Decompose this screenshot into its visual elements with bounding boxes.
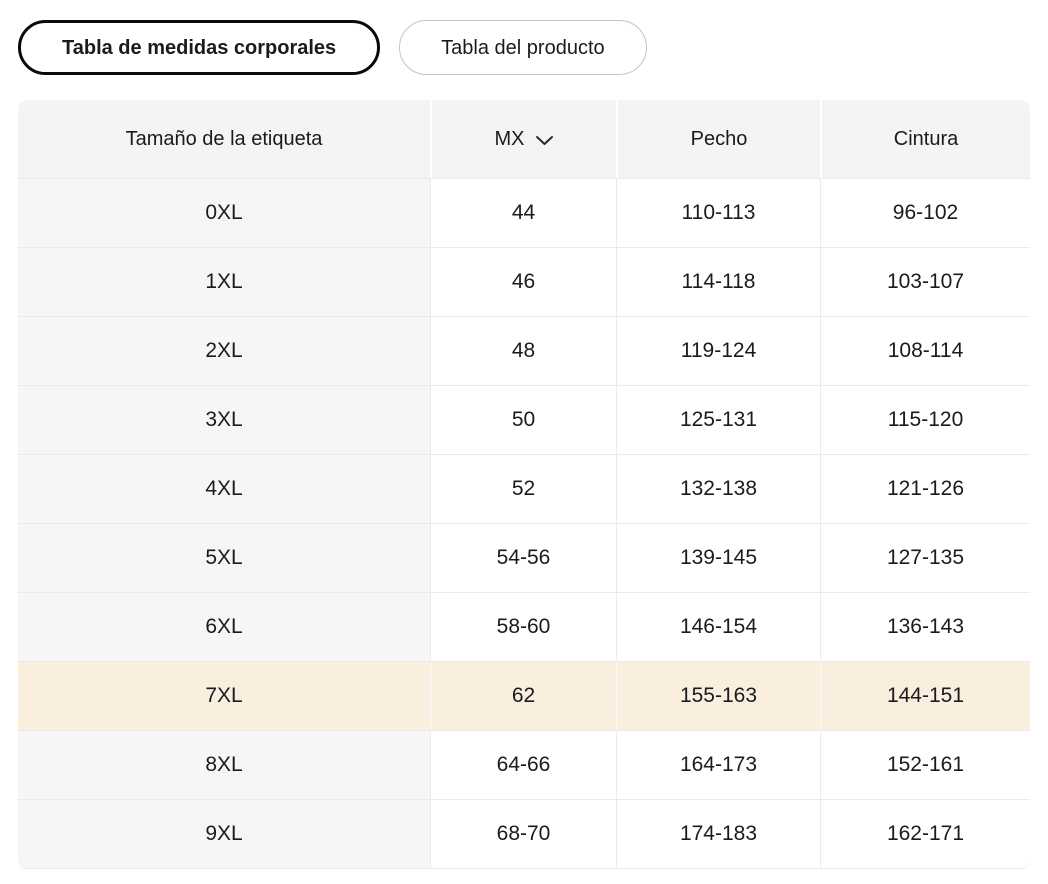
size-label-cell: 0XL <box>18 179 430 247</box>
table-row-2xl: 2XL 48 119-124 108-114 <box>18 316 1030 385</box>
size-label-cell: 9XL <box>18 800 430 868</box>
cintura-cell: 144-151 <box>820 662 1030 730</box>
table-row-4xl: 4XL 52 132-138 121-126 <box>18 454 1030 523</box>
size-label-cell: 7XL <box>18 662 430 730</box>
cintura-cell: 162-171 <box>820 800 1030 868</box>
mx-cell: 46 <box>430 248 616 316</box>
pecho-cell: 114-118 <box>616 248 820 316</box>
cintura-cell: 121-126 <box>820 455 1030 523</box>
size-label-cell: 5XL <box>18 524 430 592</box>
size-label-cell: 8XL <box>18 731 430 799</box>
cintura-cell: 136-143 <box>820 593 1030 661</box>
cintura-cell: 96-102 <box>820 179 1030 247</box>
size-chart-tabs: Tabla de medidas corporales Tabla del pr… <box>18 20 647 75</box>
size-table: Tamaño de la etiqueta MX Pecho Cintura 0… <box>18 100 1030 869</box>
table-row-6xl: 6XL 58-60 146-154 136-143 <box>18 592 1030 661</box>
pecho-cell: 110-113 <box>616 179 820 247</box>
table-row-1xl: 1XL 46 114-118 103-107 <box>18 247 1030 316</box>
mx-cell: 44 <box>430 179 616 247</box>
size-label-cell: 3XL <box>18 386 430 454</box>
size-label-cell: 2XL <box>18 317 430 385</box>
pecho-cell: 119-124 <box>616 317 820 385</box>
table-row-0xl: 0XL 44 110-113 96-102 <box>18 178 1030 247</box>
pecho-cell: 132-138 <box>616 455 820 523</box>
mx-cell: 50 <box>430 386 616 454</box>
pecho-cell: 125-131 <box>616 386 820 454</box>
column-header-size-label: Tamaño de la etiqueta <box>18 100 430 178</box>
pecho-cell: 174-183 <box>616 800 820 868</box>
mx-cell: 58-60 <box>430 593 616 661</box>
pecho-cell: 164-173 <box>616 731 820 799</box>
tab-product-measurements[interactable]: Tabla del producto <box>399 20 647 75</box>
table-header-row: Tamaño de la etiqueta MX Pecho Cintura <box>18 100 1030 178</box>
size-label-cell: 4XL <box>18 455 430 523</box>
cintura-cell: 108-114 <box>820 317 1030 385</box>
size-label-cell: 1XL <box>18 248 430 316</box>
pecho-cell: 139-145 <box>616 524 820 592</box>
unit-selector[interactable]: MX <box>430 100 616 178</box>
unit-selector-value[interactable]: MX <box>494 127 525 150</box>
mx-cell: 48 <box>430 317 616 385</box>
cintura-cell: 115-120 <box>820 386 1030 454</box>
mx-cell: 64-66 <box>430 731 616 799</box>
mx-cell: 68-70 <box>430 800 616 868</box>
pecho-cell: 146-154 <box>616 593 820 661</box>
column-header-cintura: Cintura <box>820 100 1030 178</box>
cintura-cell: 127-135 <box>820 524 1030 592</box>
cintura-cell: 152-161 <box>820 731 1030 799</box>
table-row-8xl: 8XL 64-66 164-173 152-161 <box>18 730 1030 799</box>
mx-cell: 62 <box>430 662 616 730</box>
table-row-3xl: 3XL 50 125-131 115-120 <box>18 385 1030 454</box>
chevron-down-icon <box>535 135 554 146</box>
table-row-9xl: 9XL 68-70 174-183 162-171 <box>18 799 1030 868</box>
table-row-5xl: 5XL 54-56 139-145 127-135 <box>18 523 1030 592</box>
pecho-cell: 155-163 <box>616 662 820 730</box>
column-header-pecho: Pecho <box>616 100 820 178</box>
mx-cell: 52 <box>430 455 616 523</box>
cintura-cell: 103-107 <box>820 248 1030 316</box>
tab-body-measurements[interactable]: Tabla de medidas corporales <box>18 20 381 75</box>
table-row-7xl-selected: 7XL 62 155-163 144-151 <box>18 661 1030 730</box>
size-label-cell: 6XL <box>18 593 430 661</box>
mx-cell: 54-56 <box>430 524 616 592</box>
